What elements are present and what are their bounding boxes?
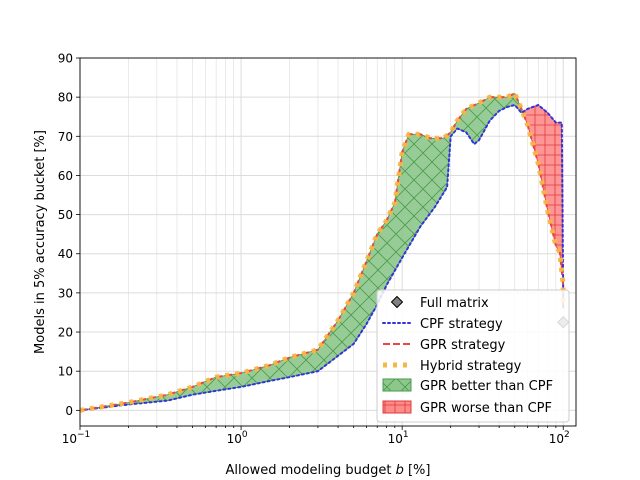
hatch-gpr-worse <box>522 105 563 276</box>
y-tick-label: 30 <box>58 286 73 300</box>
y-tick-label: 40 <box>58 247 73 261</box>
legend: Full matrix CPF strategy GPR strategy Hy… <box>376 289 570 423</box>
line-cpf-strategy <box>80 104 565 412</box>
legend-label-gpr: GPR strategy <box>420 338 506 353</box>
legend-better-hatch-icon <box>383 379 411 391</box>
legend-worse-hatch-icon <box>383 401 411 413</box>
legend-label-better: GPR better than CPF <box>420 379 553 394</box>
legend-label-full-matrix: Full matrix <box>420 296 489 311</box>
x-tick-label: 102 <box>549 430 570 446</box>
y-tick-label: 60 <box>58 169 73 183</box>
legend-label-cpf: CPF strategy <box>420 317 503 332</box>
plot-frame <box>79 57 577 427</box>
legend-full-matrix-marker-icon <box>390 295 404 309</box>
y-axis-ticks: 0 10 20 30 40 50 60 70 80 90 <box>58 52 80 418</box>
y-tick-label: 20 <box>58 326 73 340</box>
y-tick-label: 70 <box>58 130 73 144</box>
series-lines <box>80 90 566 413</box>
legend-label-hybrid: Hybrid strategy <box>420 359 522 374</box>
x-tick-label: 10−1 <box>62 430 91 446</box>
y-tick-label: 50 <box>58 208 73 222</box>
y-tick-label: 10 <box>58 365 73 379</box>
line-hybrid-strategy <box>80 90 566 413</box>
y-tick-label: 0 <box>65 404 73 418</box>
x-tick-label: 101 <box>388 430 409 446</box>
hatch-gpr-better <box>80 93 523 411</box>
y-axis-label: Models in 5% accuracy bucket [%] <box>33 130 48 354</box>
y-tick-label: 90 <box>58 52 73 66</box>
y-tick-label: 80 <box>58 91 73 105</box>
x-axis-ticks: 10−1 100 101 102 <box>62 426 570 446</box>
legend-label-worse: GPR worse than CPF <box>420 401 552 416</box>
x-axis-label: Allowed modeling budget b [%] <box>226 463 431 478</box>
x-tick-label: 100 <box>227 430 248 446</box>
legend-box <box>376 289 570 423</box>
